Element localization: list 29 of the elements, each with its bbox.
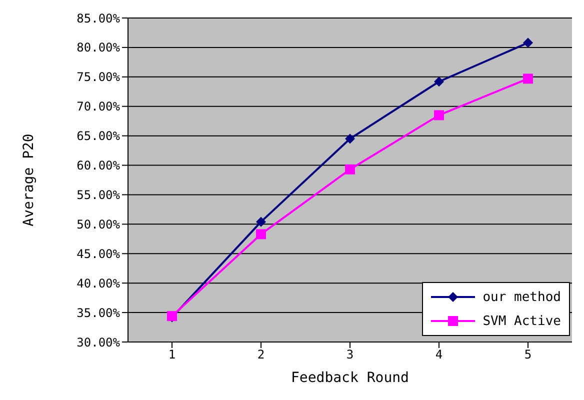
y-tick-label: 65.00% <box>76 129 121 144</box>
y-tick-label: 45.00% <box>76 246 121 261</box>
x-tick-label: 3 <box>346 348 354 362</box>
y-tick-label: 55.00% <box>76 188 121 202</box>
legend-label: SVM Active <box>482 314 561 328</box>
y-tick-label: 35.00% <box>76 306 121 320</box>
x-tick-label: 2 <box>257 348 265 362</box>
y-tick-label: 60.00% <box>76 158 121 173</box>
point <box>434 110 444 120</box>
x-tick-label: 4 <box>435 348 443 362</box>
legend-label: our method <box>482 290 561 304</box>
point <box>345 134 355 144</box>
y-axis-title: Average P20 <box>20 134 37 226</box>
point <box>345 164 355 174</box>
x-axis-title: Feedback Round <box>290 370 410 386</box>
x-tick-label: 1 <box>168 348 176 362</box>
y-tick-label: 70.00% <box>76 100 121 114</box>
y-tick-label: 50.00% <box>76 217 121 232</box>
y-tick-label: 75.00% <box>76 70 121 84</box>
y-tick-label: 80.00% <box>76 40 121 55</box>
point <box>523 38 533 48</box>
y-tick-label: 85.00% <box>76 11 121 26</box>
x-tick-label: 5 <box>524 348 532 362</box>
point <box>523 74 533 84</box>
y-tick-label: 40.00% <box>76 276 121 290</box>
y-tick-label: 30.00% <box>76 335 121 350</box>
point <box>434 76 444 87</box>
point <box>256 229 266 240</box>
point <box>256 216 266 227</box>
